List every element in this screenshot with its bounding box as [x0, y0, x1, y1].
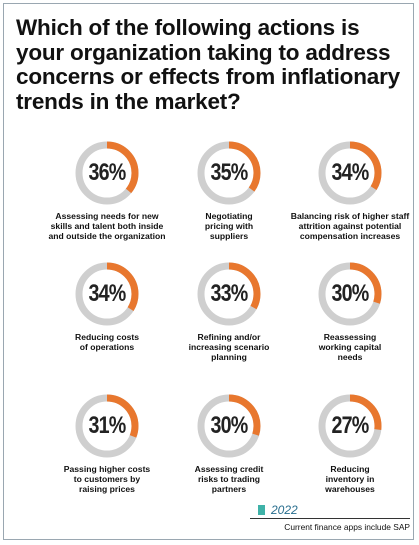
- action-label: Reducing costs of operations: [75, 332, 139, 352]
- percent-label: 34%: [331, 159, 370, 186]
- percent-label: 36%: [88, 159, 127, 186]
- donut-value-arc: [318, 141, 382, 205]
- percent-label: 34%: [88, 280, 127, 307]
- donut-value-arc: [197, 262, 261, 326]
- donut-item: 31% Passing higher costs to customers by …: [37, 392, 177, 522]
- donut-value-arc: [75, 262, 139, 326]
- donut-item: 35% Negotiating pricing with suppliers: [159, 139, 299, 269]
- donut-item: 36% Assessing needs for new skills and ta…: [37, 139, 177, 269]
- donut-ring: [197, 262, 261, 326]
- caption: Current finance apps include SAP: [250, 518, 410, 532]
- legend-swatch: [258, 505, 265, 515]
- action-label: Refining and/or increasing scenario plan…: [188, 332, 270, 362]
- donut-item: 34% Balancing risk of higher staff attrit…: [280, 139, 419, 269]
- donut-value-arc: [75, 394, 139, 458]
- donut-item: 34% Reducing costs of operations: [37, 260, 177, 390]
- action-label: Reassessing working capital needs: [318, 332, 382, 362]
- donut-item: 27% Reducing inventory in warehouses: [280, 392, 419, 522]
- action-label: Balancing risk of higher staff attrition…: [290, 211, 410, 241]
- action-label: Assessing needs for new skills and talen…: [48, 211, 166, 241]
- donut-item: 33% Refining and/or increasing scenario p…: [159, 260, 299, 390]
- donut-value-arc: [75, 141, 139, 205]
- legend-label: 2022: [271, 503, 298, 517]
- donut-ring: [318, 141, 382, 205]
- percent-label: 30%: [210, 412, 249, 439]
- legend: 2022: [258, 503, 298, 517]
- donut-value-arc: [197, 394, 261, 458]
- donut-item: 30% Reassessing working capital needs: [280, 260, 419, 390]
- percent-label: 33%: [210, 280, 249, 307]
- percent-label: 31%: [88, 412, 127, 439]
- donut-ring: [75, 262, 139, 326]
- donut-ring: [318, 394, 382, 458]
- action-label: Assessing credit risks to trading partne…: [194, 464, 264, 494]
- donut-ring: [197, 141, 261, 205]
- donut-ring: [75, 141, 139, 205]
- donut-value-arc: [197, 141, 261, 205]
- percent-label: 35%: [210, 159, 249, 186]
- donut-ring: [318, 262, 382, 326]
- action-label: Negotiating pricing with suppliers: [204, 211, 254, 241]
- action-label: Reducing inventory in warehouses: [325, 464, 375, 494]
- percent-label: 30%: [331, 280, 370, 307]
- chart-title: Which of the following actions is your o…: [16, 15, 400, 114]
- percent-label: 27%: [331, 412, 370, 439]
- donut-item: 30% Assessing credit risks to trading par…: [159, 392, 299, 522]
- donut-value-arc: [318, 394, 382, 458]
- donut-ring: [197, 394, 261, 458]
- figure-frame: [3, 3, 414, 540]
- donut-value-arc: [318, 262, 382, 326]
- donut-ring: [75, 394, 139, 458]
- action-label: Passing higher costs to customers by rai…: [63, 464, 151, 494]
